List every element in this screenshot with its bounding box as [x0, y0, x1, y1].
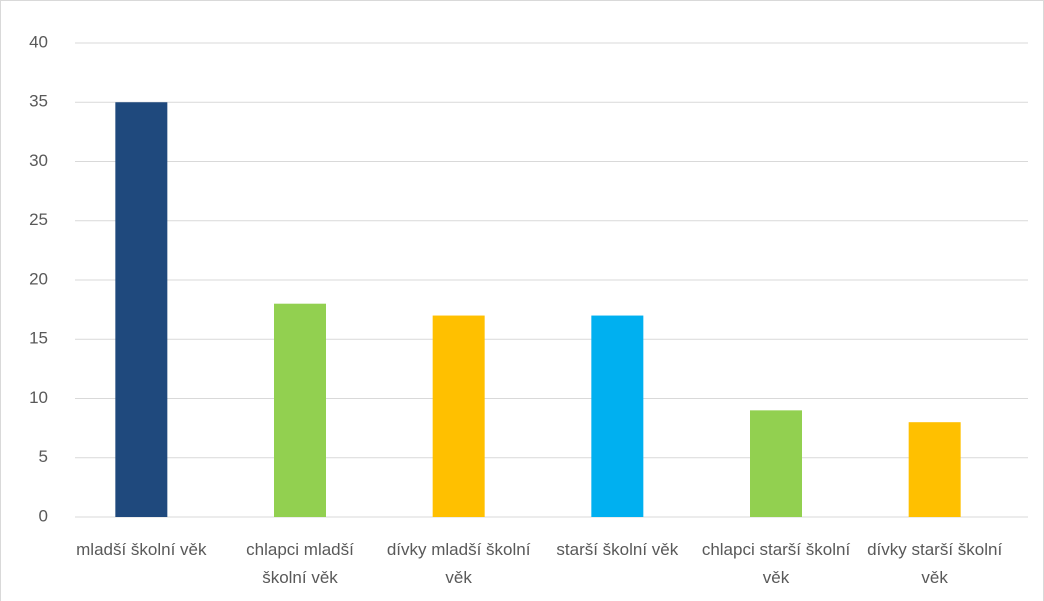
bar [274, 303, 326, 517]
x-tick-label: chlapci mladší školní věk [246, 540, 354, 587]
bar [591, 315, 644, 517]
y-tick-label: 5 [39, 447, 48, 466]
y-tick-label: 0 [39, 506, 48, 525]
y-tick-label: 25 [29, 210, 48, 229]
x-tick-label: starší školní věk [556, 540, 679, 559]
x-tick-label: chlapci starší školní věk [701, 540, 851, 587]
y-tick-label: 15 [29, 329, 48, 348]
x-tick-label: dívky mladší školní věk [386, 540, 531, 587]
bar [750, 410, 802, 517]
y-tick-label: 40 [29, 32, 48, 51]
x-tick-label: dívky starší školní věk [867, 540, 1003, 587]
y-tick-label: 10 [29, 388, 48, 407]
bar [432, 315, 485, 517]
y-tick-label: 30 [29, 151, 48, 170]
x-tick-label: mladší školní věk [76, 540, 207, 559]
y-tick-label: 20 [29, 269, 48, 288]
bar [115, 102, 168, 517]
bar [908, 422, 961, 517]
y-tick-label: 35 [29, 92, 48, 111]
